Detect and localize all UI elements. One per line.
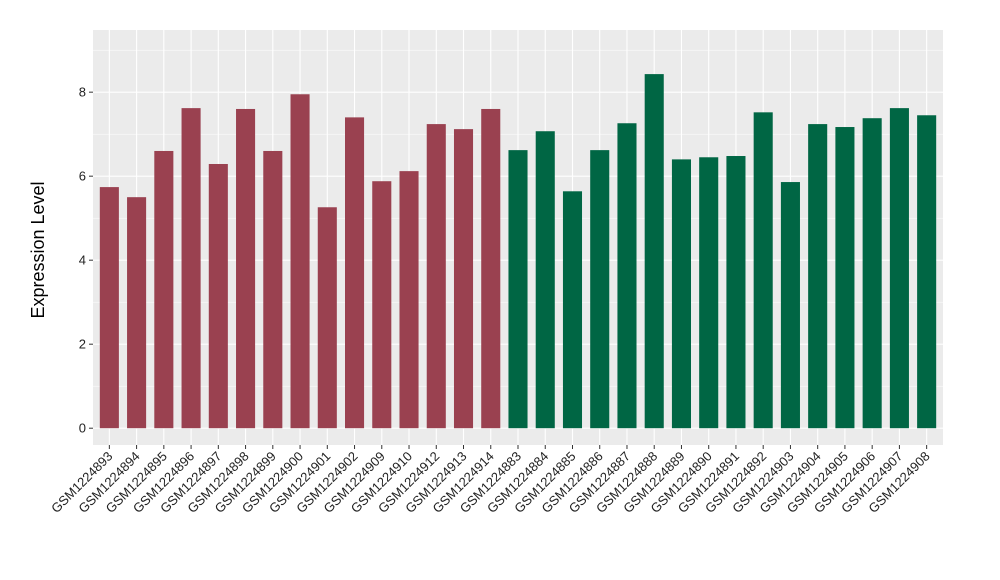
bar-GSM1224912 xyxy=(426,124,446,429)
bar-GSM1224900 xyxy=(290,94,310,429)
bar-GSM1224903 xyxy=(780,182,800,429)
bar-GSM1224901 xyxy=(317,207,337,429)
bar-GSM1224895 xyxy=(154,150,174,429)
y-tick-label: 2 xyxy=(79,337,86,352)
bar-GSM1224889 xyxy=(671,159,691,429)
bar-GSM1224890 xyxy=(699,157,719,429)
bar-GSM1224884 xyxy=(535,131,555,429)
bar-GSM1224914 xyxy=(481,108,501,429)
y-tick-label: 4 xyxy=(79,253,86,268)
bar-GSM1224910 xyxy=(399,171,419,429)
bar-GSM1224896 xyxy=(181,108,201,429)
bar-GSM1224885 xyxy=(562,191,583,429)
y-tick-label: 8 xyxy=(79,85,86,100)
bar-GSM1224898 xyxy=(236,108,256,429)
bar-GSM1224907 xyxy=(889,108,909,429)
y-tick-label: 0 xyxy=(79,421,86,436)
bar-GSM1224886 xyxy=(590,150,610,429)
bar-GSM1224892 xyxy=(753,112,773,429)
bar-GSM1224899 xyxy=(263,150,283,429)
bar-GSM1224906 xyxy=(862,118,882,429)
bar-GSM1224897 xyxy=(208,163,228,429)
bar-GSM1224883 xyxy=(508,150,528,429)
bar-GSM1224888 xyxy=(644,74,664,429)
bar-GSM1224894 xyxy=(127,197,147,429)
bar-GSM1224913 xyxy=(453,129,474,429)
bar-GSM1224893 xyxy=(99,187,119,429)
bar-GSM1224891 xyxy=(726,156,746,429)
bar-GSM1224904 xyxy=(808,124,828,429)
y-axis-label: Expression Level xyxy=(28,181,48,318)
bar-GSM1224905 xyxy=(835,127,855,429)
y-tick-label: 6 xyxy=(79,169,86,184)
bar-GSM1224908 xyxy=(917,115,937,429)
bar-GSM1224887 xyxy=(617,123,637,429)
bar-GSM1224909 xyxy=(372,181,392,429)
bar-GSM1224902 xyxy=(345,117,365,429)
